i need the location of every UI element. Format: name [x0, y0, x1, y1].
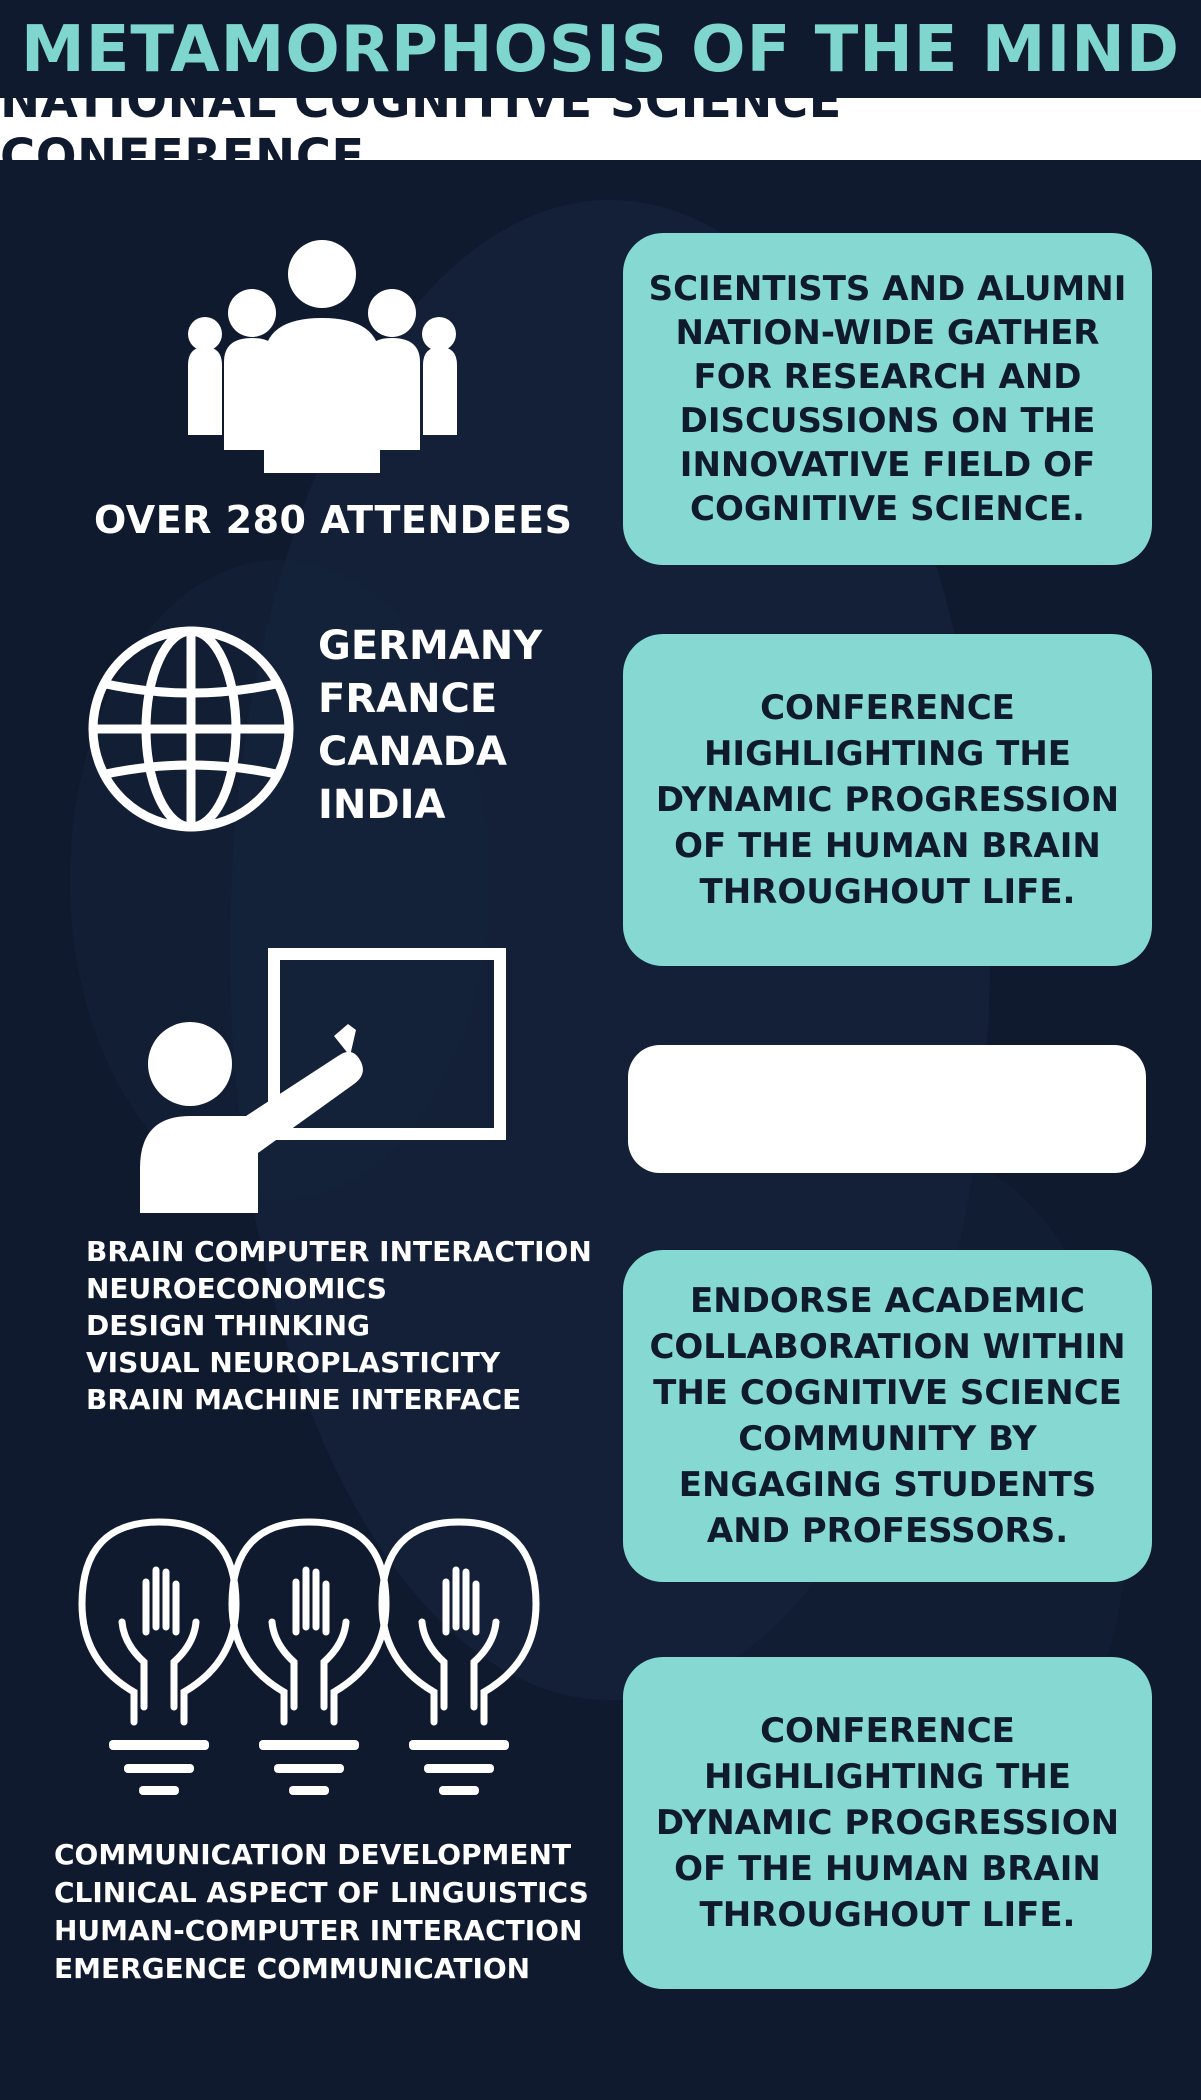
intro-card: SCIENTISTS AND ALUMNI NATION-WIDE GATHER… [623, 233, 1152, 565]
topic-item: HUMAN-COMPUTER INTERACTION [54, 1914, 583, 1947]
topic-item: VISUAL NEUROPLASTICITY [86, 1346, 501, 1379]
country-item: INDIA [318, 782, 446, 828]
presenter-at-board-icon [140, 948, 506, 1213]
topic-item: NEUROECONOMICS [86, 1272, 387, 1305]
country-item: GERMANY [318, 623, 543, 669]
lightbulbs-with-hands-icon [78, 1518, 540, 1795]
countries-list: GERMANY FRANCE CANADA INDIA [318, 620, 542, 832]
page-title: METAMORPHOSIS OF THE MIND [21, 13, 1180, 87]
country-item: CANADA [318, 729, 507, 775]
progression-card: CONFERENCE HIGHLIGHTING THE DYNAMIC PROG… [623, 634, 1152, 966]
page-subtitle: NATIONAL COGNITIVE SCIENCE CONFERENCE [0, 73, 1201, 185]
topic-item: DESIGN THINKING [86, 1309, 371, 1342]
topic-item: BRAIN MACHINE INTERFACE [86, 1383, 522, 1416]
research-topics-list: BRAIN COMPUTER INTERACTION NEUROECONOMIC… [86, 1233, 592, 1418]
topic-item: BRAIN COMPUTER INTERACTION [86, 1235, 592, 1268]
topic-item: COMMUNICATION DEVELOPMENT [54, 1838, 572, 1871]
attendees-caption: OVER 280 ATTENDEES [94, 498, 573, 542]
topic-item: CLINICAL ASPECT OF LINGUISTICS [54, 1876, 589, 1909]
group-of-people-icon [188, 240, 457, 473]
globe-icon [88, 626, 294, 832]
country-item: FRANCE [318, 676, 498, 722]
collaboration-card: ENDORSE ACADEMIC COLLABORATION WITHIN TH… [623, 1250, 1152, 1582]
topic-item: EMERGENCE COMMUNICATION [54, 1952, 531, 1985]
communication-topics-list: COMMUNICATION DEVELOPMENT CLINICAL ASPEC… [54, 1836, 589, 1988]
progression-card-repeat: CONFERENCE HIGHLIGHTING THE DYNAMIC PROG… [623, 1657, 1152, 1989]
blank-card [628, 1045, 1146, 1173]
